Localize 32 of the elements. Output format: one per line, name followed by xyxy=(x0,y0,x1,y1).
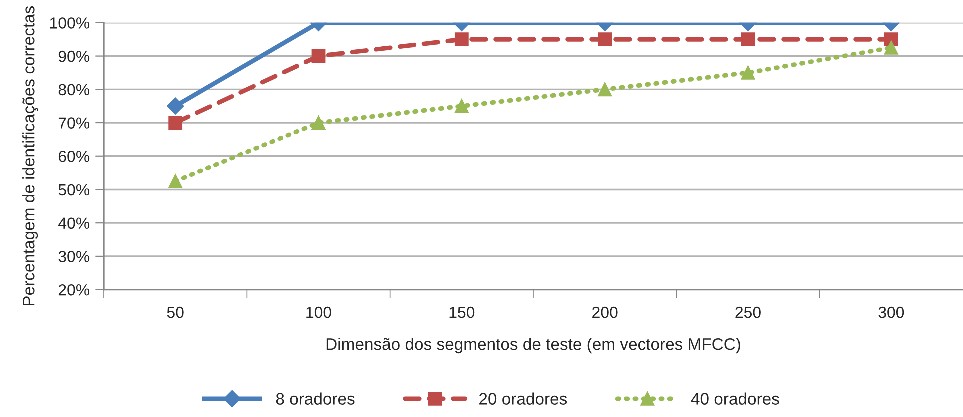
x-tick-label: 250 xyxy=(736,306,761,318)
x-tick-label: 150 xyxy=(450,306,475,318)
point xyxy=(312,49,326,64)
point xyxy=(167,98,184,115)
y-tick-label: 70% xyxy=(58,118,90,129)
y-tick-label: 90% xyxy=(58,50,90,62)
point xyxy=(168,174,183,188)
y-tick-label: 60% xyxy=(58,151,90,162)
y-tick-label: 30% xyxy=(58,251,90,262)
y-axis-title: Percentagem de identificações correctas xyxy=(22,6,38,306)
x-tick-label: 300 xyxy=(878,306,904,318)
legend-label: 20 oradores xyxy=(480,392,568,405)
point xyxy=(454,32,469,47)
point xyxy=(884,41,898,55)
y-tick-label: 20% xyxy=(58,284,90,296)
point xyxy=(312,116,326,130)
y-tick-label: 80% xyxy=(58,84,90,96)
y-tick-label: 50% xyxy=(58,184,90,196)
y-tick-label: 100% xyxy=(50,18,90,29)
x-tick-label: 100 xyxy=(306,306,332,318)
point xyxy=(741,66,756,80)
y-tick-label: 40% xyxy=(58,218,90,230)
x-tick-label: 200 xyxy=(592,306,618,318)
legend-label: 40 oradores xyxy=(691,392,780,405)
point xyxy=(454,99,469,114)
x-axis-title: Dimensão dos segmentos de teste (em vectores MFCC) xyxy=(326,338,740,354)
legend-label: 8 oradores xyxy=(276,392,355,405)
point xyxy=(598,32,612,47)
point xyxy=(741,32,756,47)
point xyxy=(598,82,612,97)
x-tick-label: 50 xyxy=(167,306,184,318)
point xyxy=(168,116,183,130)
